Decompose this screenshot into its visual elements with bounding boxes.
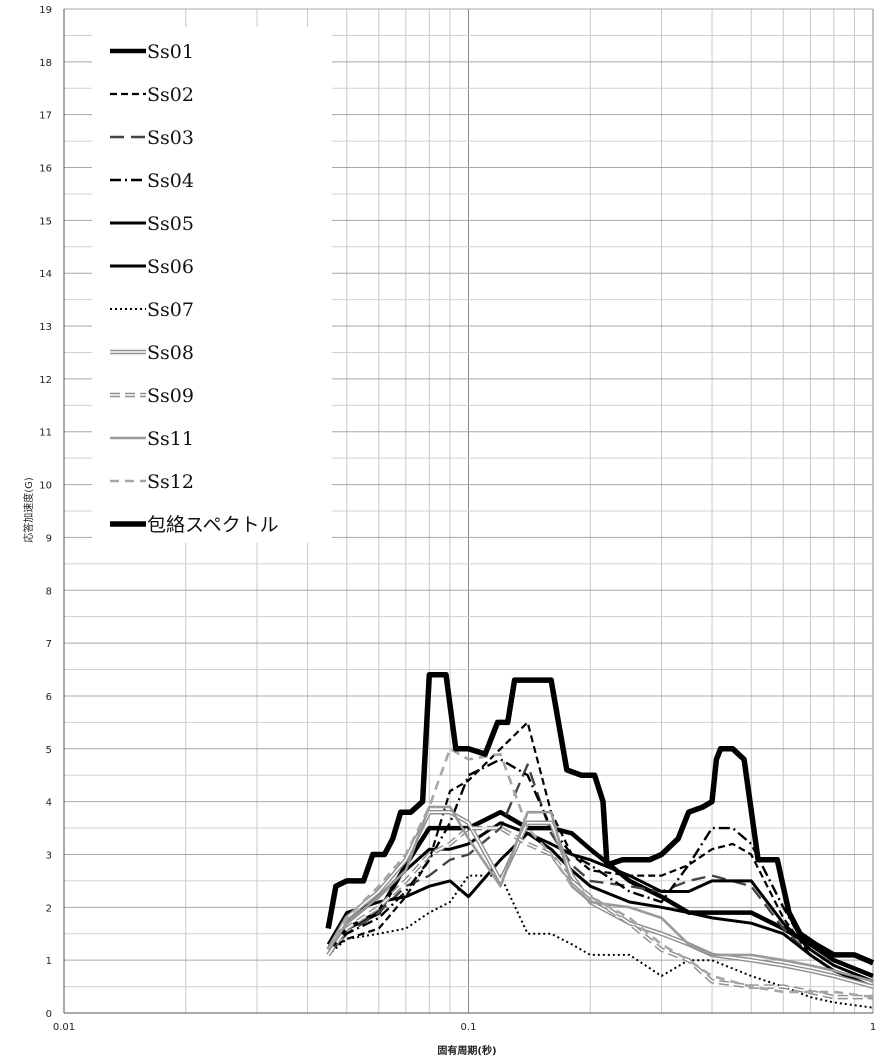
legend-label: Ss09	[147, 385, 194, 407]
y-tick-label: 1	[46, 956, 52, 967]
series-line-Ss07	[327, 874, 874, 1009]
y-tick-label: 5	[46, 745, 52, 756]
y-tick-label: 4	[46, 798, 52, 809]
legend-label: Ss07	[147, 299, 194, 321]
y-tick-label: 7	[46, 639, 52, 650]
y-axis-title: 応答加速度(G)	[22, 477, 35, 543]
legend-label: Ss12	[147, 471, 194, 493]
series-line-Ss05	[327, 821, 874, 983]
legend-background	[92, 27, 332, 543]
legend-label: Ss02	[147, 84, 194, 106]
y-tick-label: 3	[46, 850, 52, 861]
legend-label: Ss01	[147, 41, 194, 63]
y-tick-label: 19	[39, 5, 52, 16]
series-group	[325, 672, 875, 1009]
y-tick-label: 18	[39, 58, 52, 69]
y-tick-label: 11	[39, 428, 52, 439]
x-axis-title: 固有周期(秒)	[437, 1044, 496, 1057]
series-line-包絡スペクトル	[325, 672, 875, 966]
y-tick-label: 13	[39, 322, 52, 333]
y-tick-label: 2	[46, 903, 52, 914]
y-tick-label: 14	[39, 269, 52, 280]
y-tick-label: 6	[46, 692, 52, 703]
legend-label: Ss04	[147, 170, 194, 192]
legend-label: Ss05	[147, 213, 194, 235]
y-tick-label: 12	[39, 375, 52, 386]
series-line-Ss02	[327, 721, 874, 988]
y-tick-label: 17	[39, 111, 52, 122]
series-line-Ss09	[327, 827, 873, 998]
legend: Ss01 Ss02 Ss03 Ss04 Ss05 Ss06 Ss07 Ss08 Ss09 Ss11…	[110, 41, 279, 536]
y-tick-label: 10	[39, 481, 52, 492]
y-tick-label: 15	[39, 216, 52, 227]
legend-label: 包絡スペクトル	[147, 514, 279, 536]
legend-label: Ss08	[147, 342, 194, 364]
y-tick-label: 9	[46, 533, 52, 544]
x-tick-label: 1	[870, 1022, 876, 1033]
legend-label: Ss11	[147, 428, 194, 450]
series-line-Ss08	[327, 811, 874, 988]
series-line-Ss12	[327, 747, 874, 999]
x-tick-label: 0.1	[461, 1022, 477, 1033]
y-tick-label: 0	[46, 1009, 52, 1020]
legend-label: Ss03	[147, 127, 194, 149]
x-tick-label: 0.01	[53, 1022, 75, 1033]
series-line-Ss04	[327, 758, 874, 983]
y-tick-label: 8	[46, 586, 52, 597]
y-tick-label: 16	[39, 164, 52, 175]
legend-label: Ss06	[147, 256, 194, 278]
